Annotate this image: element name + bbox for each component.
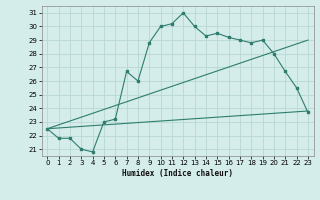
X-axis label: Humidex (Indice chaleur): Humidex (Indice chaleur) — [122, 169, 233, 178]
